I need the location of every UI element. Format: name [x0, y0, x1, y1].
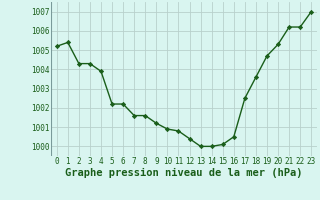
- X-axis label: Graphe pression niveau de la mer (hPa): Graphe pression niveau de la mer (hPa): [65, 168, 303, 178]
